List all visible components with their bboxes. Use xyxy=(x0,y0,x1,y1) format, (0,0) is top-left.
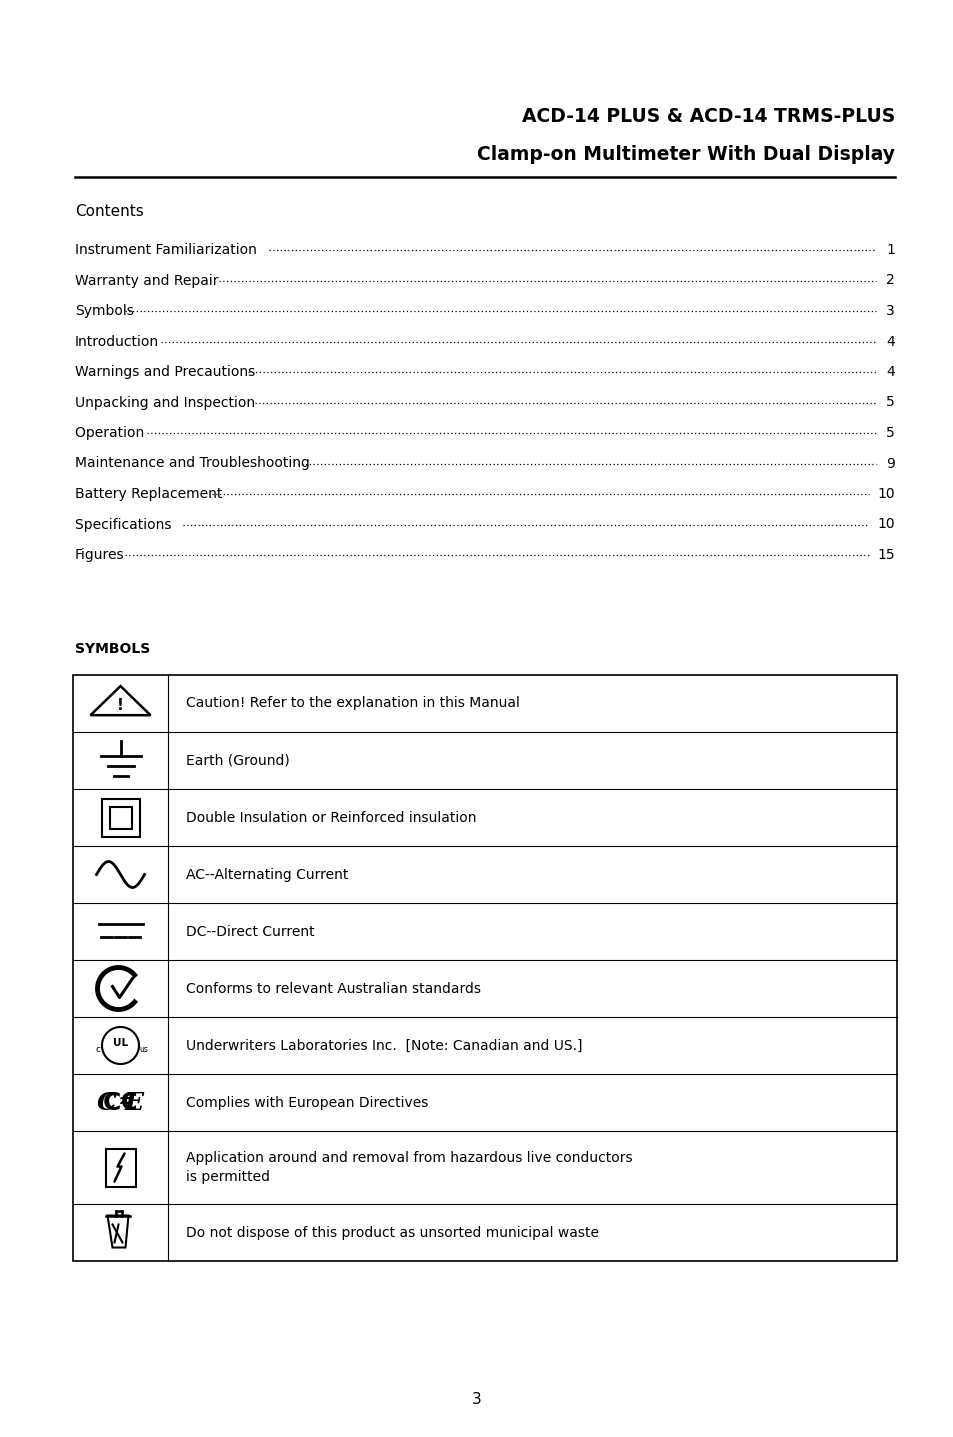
Text: DC--Direct Current: DC--Direct Current xyxy=(186,924,314,938)
Text: Symbols: Symbols xyxy=(75,305,133,318)
Text: Introduction: Introduction xyxy=(75,335,159,349)
Bar xyxy=(106,1148,135,1187)
Text: Earth (Ground): Earth (Ground) xyxy=(186,753,290,767)
Text: Conforms to relevant Australian standards: Conforms to relevant Australian standard… xyxy=(186,981,480,996)
Text: AC--Alternating Current: AC--Alternating Current xyxy=(186,868,348,881)
Text: Unpacking and Inspection: Unpacking and Inspection xyxy=(75,395,259,410)
Text: Maintenance and Troubleshooting: Maintenance and Troubleshooting xyxy=(75,457,310,470)
Text: 2: 2 xyxy=(885,273,894,287)
Bar xyxy=(110,806,132,829)
Text: 3: 3 xyxy=(885,305,894,318)
Text: Figures: Figures xyxy=(75,547,125,562)
Text: 5: 5 xyxy=(885,395,894,410)
Text: C€: C€ xyxy=(103,1091,138,1115)
Text: 9: 9 xyxy=(885,457,894,470)
Text: C: C xyxy=(96,1091,116,1115)
Text: SYMBOLS: SYMBOLS xyxy=(75,642,150,657)
Text: Complies with European Directives: Complies with European Directives xyxy=(186,1095,428,1109)
Text: 5: 5 xyxy=(885,425,894,440)
Text: us: us xyxy=(139,1045,148,1053)
Text: c: c xyxy=(95,1045,100,1053)
Text: 10: 10 xyxy=(877,517,894,532)
Text: Battery Replacement: Battery Replacement xyxy=(75,487,222,502)
Text: Operation: Operation xyxy=(75,425,149,440)
Text: Do not dispose of this product as unsorted municipal waste: Do not dispose of this product as unsort… xyxy=(186,1226,598,1240)
Text: Application around and removal from hazardous live conductors: Application around and removal from haza… xyxy=(186,1151,632,1165)
Text: 4: 4 xyxy=(885,365,894,379)
Bar xyxy=(73,675,896,1262)
Text: UL: UL xyxy=(112,1039,128,1049)
Text: Clamp-on Multimeter With Dual Display: Clamp-on Multimeter With Dual Display xyxy=(476,145,894,164)
Text: Caution! Refer to the explanation in this Manual: Caution! Refer to the explanation in thi… xyxy=(186,697,519,710)
Text: Warnings and Precautions: Warnings and Precautions xyxy=(75,365,255,379)
Text: 3: 3 xyxy=(472,1391,481,1407)
Text: Specifications: Specifications xyxy=(75,517,175,532)
Text: is permitted: is permitted xyxy=(186,1170,270,1184)
Text: 15: 15 xyxy=(877,547,894,562)
Text: 10: 10 xyxy=(877,487,894,502)
Text: Instrument Familiarization: Instrument Familiarization xyxy=(75,243,261,257)
Text: Double Insulation or Reinforced insulation: Double Insulation or Reinforced insulati… xyxy=(186,810,476,825)
Text: Contents: Contents xyxy=(75,204,144,220)
Text: E: E xyxy=(125,1091,143,1115)
Text: !: ! xyxy=(117,698,124,713)
Text: 1: 1 xyxy=(885,243,894,257)
Bar xyxy=(101,799,139,836)
Text: 4: 4 xyxy=(885,335,894,349)
Text: ACD-14 PLUS & ACD-14 TRMS-PLUS: ACD-14 PLUS & ACD-14 TRMS-PLUS xyxy=(521,108,894,126)
Text: Underwriters Laboratories Inc.  [Note: Canadian and US.]: Underwriters Laboratories Inc. [Note: Ca… xyxy=(186,1039,582,1052)
Text: Warranty and Repair: Warranty and Repair xyxy=(75,273,223,287)
